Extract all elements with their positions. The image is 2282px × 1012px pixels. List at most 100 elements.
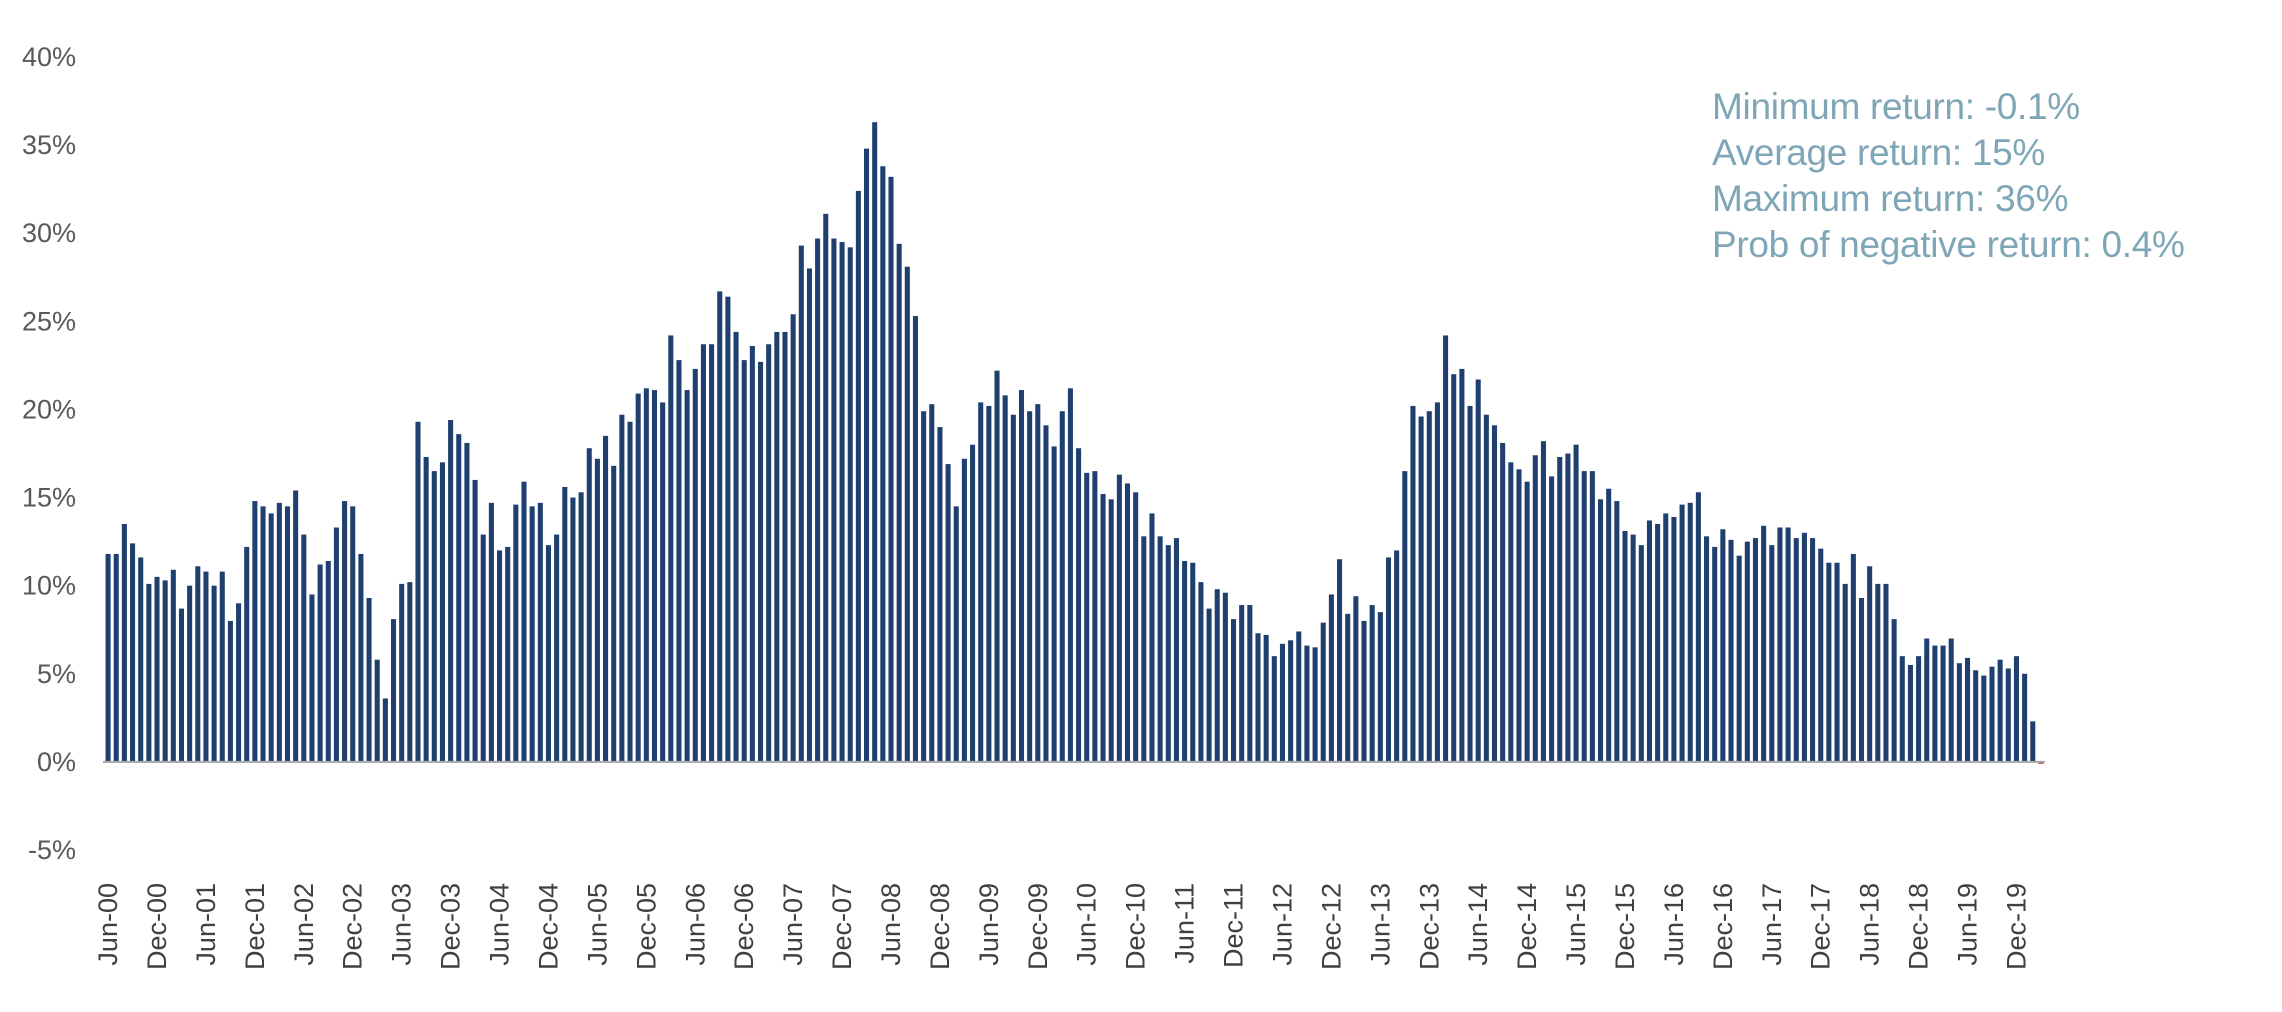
bar: [1116, 474, 1122, 762]
bar: [1589, 471, 1595, 762]
bar: [1124, 483, 1131, 762]
bar: [1736, 555, 1742, 762]
x-tick-label: Dec-17: [1806, 883, 1836, 970]
bar: [423, 457, 429, 762]
bar: [1728, 539, 1734, 762]
bar: [464, 442, 470, 762]
bar: [1997, 659, 2003, 762]
bar: [1875, 583, 1881, 762]
bar: [603, 435, 609, 762]
bar: [1916, 656, 1922, 762]
bar: [660, 402, 666, 762]
bar: [439, 462, 445, 762]
bar: [1010, 414, 1016, 762]
bar: [1646, 520, 1652, 762]
bar: [227, 620, 233, 762]
y-tick-label: 40%: [22, 42, 76, 72]
bar: [121, 523, 127, 762]
bar: [1328, 594, 1334, 762]
bar: [1679, 504, 1685, 762]
bar: [293, 490, 299, 762]
bar: [1337, 559, 1343, 762]
bar: [1059, 411, 1065, 762]
bar: [912, 316, 918, 762]
y-tick-label: 5%: [37, 659, 76, 689]
x-tick-label: Dec-03: [436, 883, 466, 970]
bar: [1149, 513, 1155, 762]
bar: [1524, 481, 1530, 762]
bar: [1304, 645, 1310, 762]
bar: [1018, 390, 1025, 762]
bar: [1655, 523, 1661, 762]
bar: [1434, 402, 1440, 762]
bar: [1687, 502, 1693, 762]
bar: [1638, 545, 1644, 762]
bar: [782, 331, 788, 762]
bar: [635, 393, 641, 762]
stat-maximum-return: Maximum return: 36%: [1712, 178, 2069, 219]
bar: [1614, 501, 1620, 762]
x-tick-label: Jun-02: [289, 883, 319, 966]
bar: [1606, 488, 1612, 762]
bar: [333, 527, 339, 762]
bar: [1557, 457, 1563, 762]
bar: [1850, 553, 1856, 762]
bar: [529, 506, 535, 762]
x-tick-label: Jun-06: [680, 883, 710, 966]
x-tick-label: Jun-08: [876, 883, 906, 966]
x-tick-label: Jun-15: [1561, 883, 1591, 966]
bar: [1491, 425, 1498, 762]
bar: [1426, 411, 1432, 762]
bar: [1027, 411, 1033, 762]
x-tick-label: Dec-11: [1219, 883, 1249, 968]
bar: [1231, 619, 1237, 762]
bar: [872, 122, 878, 762]
bar: [1345, 613, 1351, 762]
bar: [1720, 529, 1726, 762]
bar: [1549, 476, 1555, 762]
bar: [945, 464, 951, 762]
bar: [1801, 532, 1807, 762]
bar: [195, 566, 201, 762]
bar: [244, 546, 250, 762]
bar: [2013, 656, 2019, 762]
x-axis-tick-labels: Jun-00 Dec-00 Jun-01 Dec-01 Jun-02 Dec-02 Jun-…: [93, 883, 2031, 970]
bar: [757, 361, 764, 762]
bar: [358, 553, 364, 762]
bar: [1516, 469, 1522, 762]
bar: [170, 569, 176, 762]
bar: [415, 421, 421, 762]
bar: [1964, 657, 1971, 762]
bar: [268, 513, 274, 762]
x-tick-label: Dec-05: [631, 883, 661, 970]
x-tick-label: Jun-13: [1365, 883, 1395, 966]
bar: [823, 213, 829, 762]
bar: [2005, 668, 2011, 762]
bar: [472, 479, 478, 762]
bar: [1084, 472, 1090, 762]
x-tick-label: Dec-10: [1121, 883, 1151, 970]
bar: [1712, 546, 1718, 762]
bar: [1385, 557, 1392, 762]
bar: [317, 564, 323, 762]
x-tick-label: Jun-05: [582, 883, 612, 966]
bar: [219, 571, 225, 762]
stat-minimum-return: Minimum return: -0.1%: [1712, 86, 2080, 127]
bar: [1263, 635, 1269, 762]
bar: [1467, 405, 1473, 762]
bar: [1475, 379, 1481, 762]
bar: [1777, 527, 1783, 762]
bar: [1043, 425, 1049, 762]
bar: [929, 404, 935, 762]
bar: [1190, 562, 1196, 762]
bar: [1182, 561, 1188, 762]
bar: [766, 344, 772, 762]
bar: [651, 390, 658, 762]
x-tick-label: Dec-01: [240, 883, 270, 970]
bar: [717, 291, 723, 762]
bar: [1810, 538, 1816, 762]
bar: [798, 245, 804, 762]
bar: [1206, 608, 1212, 762]
x-tick-label: Jun-07: [778, 883, 808, 966]
bar: [1899, 656, 1905, 762]
